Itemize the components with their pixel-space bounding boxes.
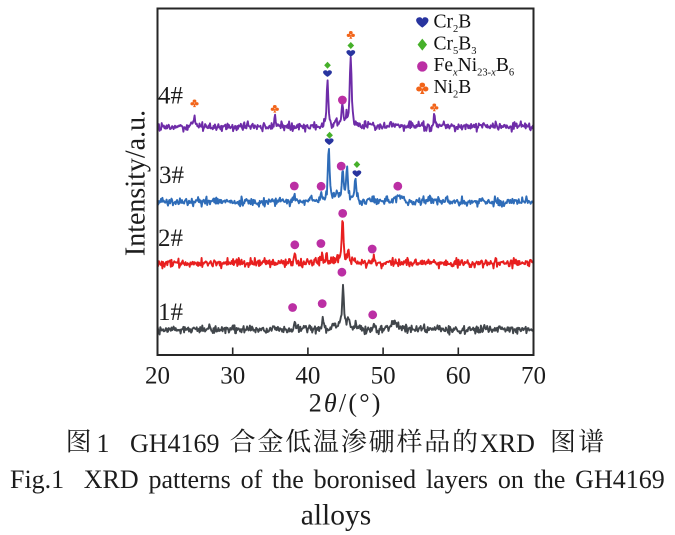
svg-text:1: 1 bbox=[97, 429, 110, 458]
svg-text:Cr5B3: Cr5B3 bbox=[434, 33, 477, 57]
svg-text:alloys: alloys bbox=[301, 500, 371, 532]
svg-text:50: 50 bbox=[371, 363, 396, 390]
svg-text:3#: 3# bbox=[159, 162, 185, 189]
svg-text:20: 20 bbox=[145, 363, 170, 390]
svg-text:Cr2B: Cr2B bbox=[434, 12, 472, 36]
svg-text:GH4169: GH4169 bbox=[130, 429, 220, 458]
svg-text:Ni2B: Ni2B bbox=[434, 77, 472, 101]
svg-text:Intensity/a.u.: Intensity/a.u. bbox=[121, 110, 152, 256]
svg-text:2#: 2# bbox=[158, 225, 184, 252]
svg-text:XRD: XRD bbox=[480, 429, 535, 458]
svg-text:70: 70 bbox=[521, 363, 546, 390]
svg-text:40: 40 bbox=[295, 363, 320, 390]
svg-text:FexNi23-xB6: FexNi23-xB6 bbox=[434, 55, 515, 79]
svg-text:1#: 1# bbox=[158, 299, 184, 326]
svg-text:4#: 4# bbox=[158, 83, 184, 110]
svg-text:2θ/(°): 2θ/(°) bbox=[309, 389, 383, 418]
svg-text:Fig.1 XRD patterns of the bor: Fig.1 XRD patterns of the boronised laye… bbox=[10, 465, 665, 494]
svg-text:30: 30 bbox=[220, 363, 245, 390]
svg-text:60: 60 bbox=[446, 363, 471, 390]
